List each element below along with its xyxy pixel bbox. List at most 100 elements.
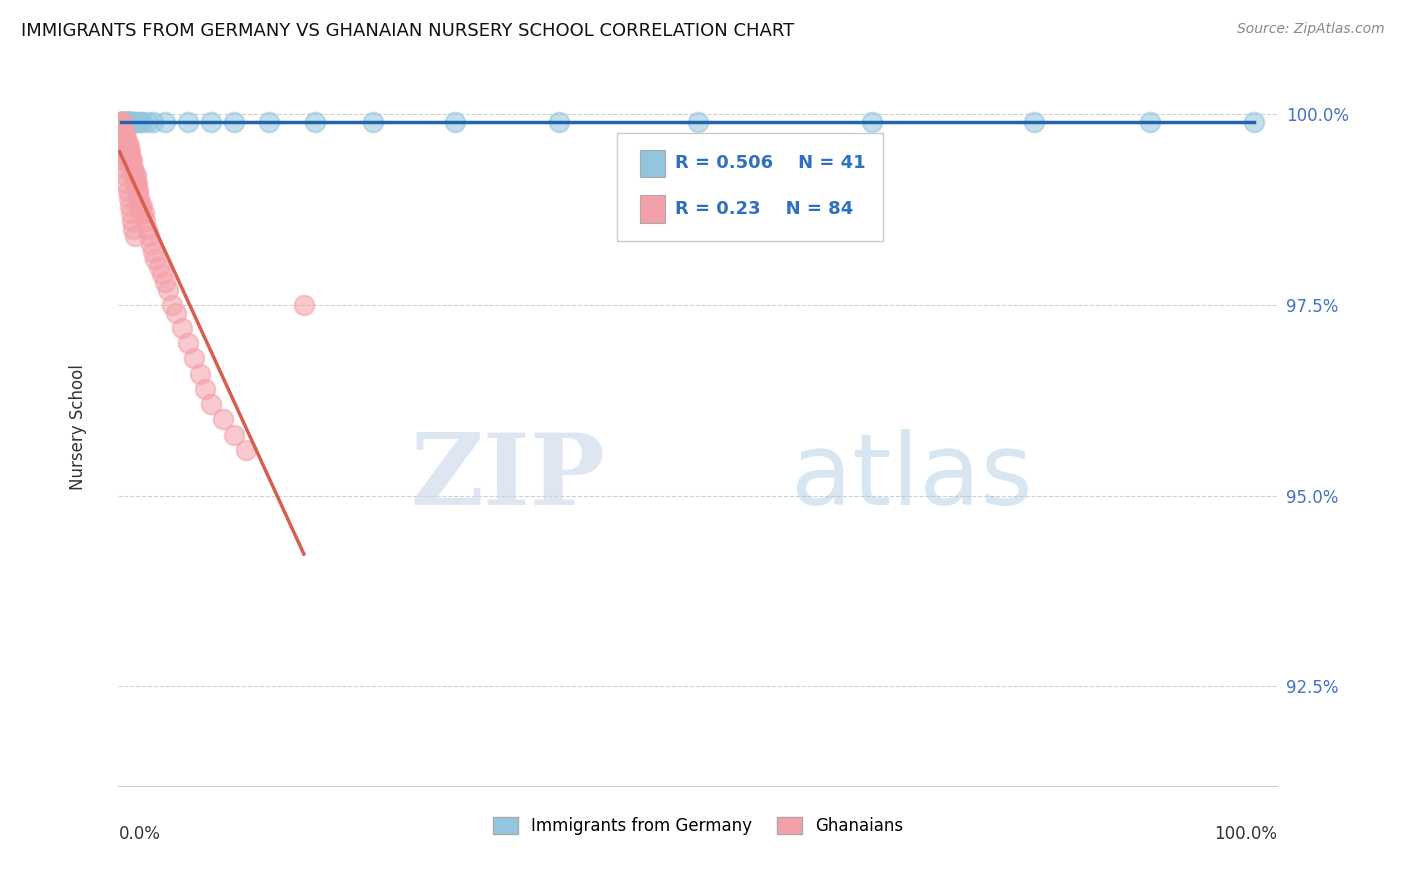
Text: 100.0%: 100.0%	[1215, 825, 1278, 843]
Point	[112, 137, 135, 152]
Point	[118, 191, 141, 205]
Point	[120, 206, 142, 220]
Point	[110, 115, 132, 129]
Point	[235, 442, 257, 457]
Point	[118, 115, 141, 129]
Point	[304, 115, 326, 129]
Point	[153, 275, 176, 289]
Point	[111, 137, 134, 152]
Point	[125, 184, 148, 198]
Point	[121, 214, 143, 228]
Point	[111, 153, 134, 167]
Text: Nursery School: Nursery School	[69, 364, 87, 490]
Point	[114, 115, 136, 129]
Point	[111, 130, 134, 145]
Point	[117, 153, 139, 167]
Point	[134, 214, 156, 228]
Text: R = 0.506    N = 41: R = 0.506 N = 41	[675, 154, 865, 172]
Point	[118, 145, 141, 160]
Point	[120, 115, 142, 129]
Point	[118, 115, 141, 129]
Text: atlas: atlas	[790, 429, 1032, 525]
Point	[131, 206, 153, 220]
Point	[125, 176, 148, 190]
Point	[257, 115, 280, 129]
Text: ZIP: ZIP	[411, 429, 605, 525]
Point	[121, 161, 143, 175]
Point	[111, 115, 134, 129]
Point	[112, 122, 135, 136]
Point	[224, 427, 246, 442]
Point	[860, 115, 883, 129]
Point	[110, 130, 132, 145]
Point	[120, 153, 142, 167]
Point	[1022, 115, 1045, 129]
Point	[139, 236, 162, 251]
Point	[121, 153, 143, 167]
Point	[115, 115, 138, 129]
Point	[136, 115, 159, 129]
Point	[157, 283, 180, 297]
Point	[128, 199, 150, 213]
Point	[111, 145, 134, 160]
Point	[114, 137, 136, 152]
Point	[148, 260, 170, 274]
Point	[1243, 115, 1265, 129]
Point	[117, 184, 139, 198]
Point	[118, 145, 141, 160]
Point	[122, 169, 145, 183]
Point	[115, 137, 138, 152]
Point	[172, 321, 194, 335]
Point	[115, 130, 138, 145]
Point	[124, 115, 146, 129]
Point	[136, 221, 159, 235]
Point	[114, 169, 136, 183]
Point	[165, 305, 187, 319]
Point	[120, 115, 142, 129]
Point	[120, 161, 142, 175]
Point	[142, 244, 165, 259]
Point	[152, 268, 174, 282]
Point	[211, 412, 233, 426]
Point	[118, 115, 141, 129]
Point	[292, 298, 315, 312]
Point	[112, 115, 135, 129]
Point	[122, 115, 145, 129]
Text: IMMIGRANTS FROM GERMANY VS GHANAIAN NURSERY SCHOOL CORRELATION CHART: IMMIGRANTS FROM GERMANY VS GHANAIAN NURS…	[21, 22, 794, 40]
Point	[117, 137, 139, 152]
Legend: Immigrants from Germany, Ghanaians: Immigrants from Germany, Ghanaians	[486, 810, 910, 842]
Point	[138, 229, 160, 244]
Point	[110, 115, 132, 129]
Point	[160, 298, 183, 312]
Point	[114, 130, 136, 145]
Point	[153, 115, 176, 129]
Point	[118, 137, 141, 152]
Point	[118, 153, 141, 167]
Point	[115, 145, 138, 160]
Point	[131, 115, 153, 129]
Point	[112, 115, 135, 129]
Point	[121, 115, 143, 129]
Point	[145, 252, 167, 267]
Point	[114, 145, 136, 160]
Point	[122, 161, 145, 175]
Point	[200, 397, 222, 411]
Point	[111, 137, 134, 152]
Point	[112, 130, 135, 145]
Point	[1139, 115, 1161, 129]
Point	[122, 221, 145, 235]
Point	[110, 122, 132, 136]
Point	[111, 115, 134, 129]
Point	[125, 176, 148, 190]
Point	[111, 130, 134, 145]
FancyBboxPatch shape	[640, 150, 665, 177]
Point	[127, 184, 149, 198]
Point	[118, 153, 141, 167]
Point	[111, 115, 134, 129]
Point	[117, 115, 139, 129]
Point	[111, 122, 134, 136]
Point	[118, 115, 141, 129]
Point	[142, 115, 165, 129]
Point	[132, 206, 155, 220]
Point	[129, 199, 152, 213]
